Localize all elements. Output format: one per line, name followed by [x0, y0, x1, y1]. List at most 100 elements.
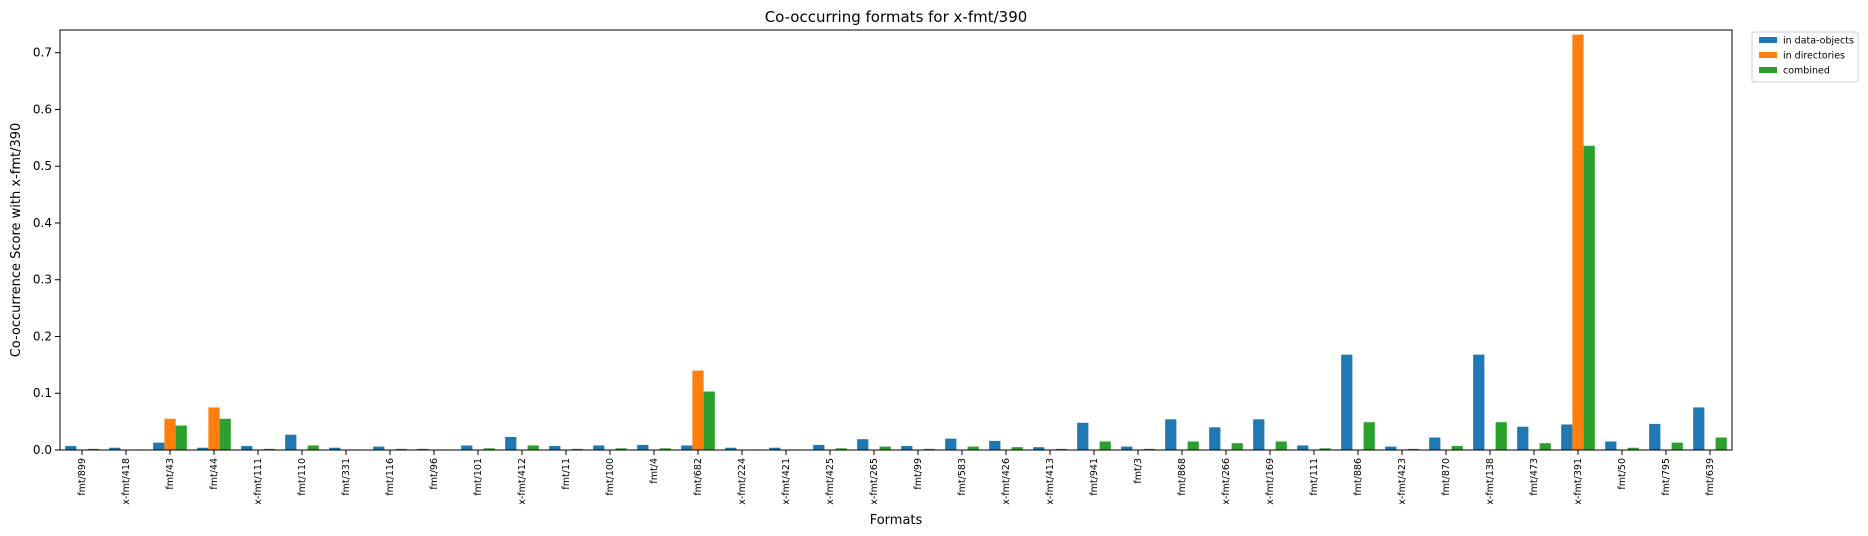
- x-tick-label: x-fmt/224: [737, 458, 748, 505]
- y-tick-label: 0.0: [33, 443, 52, 457]
- legend-label: combined: [1783, 66, 1830, 77]
- x-tick-label: fmt/795: [1661, 458, 1672, 496]
- x-tick-label: fmt/868: [1177, 458, 1188, 496]
- bar-combined: [1099, 441, 1111, 450]
- bar-combined: [1495, 422, 1507, 450]
- x-tick-label: fmt/43: [165, 458, 176, 490]
- bar-in-data-objects: [505, 436, 517, 450]
- bar-in-data-objects: [373, 446, 385, 450]
- bar-combined: [1011, 447, 1023, 450]
- x-tick-label: fmt/682: [693, 458, 704, 496]
- bar-combined: [923, 448, 935, 450]
- y-axis-label: Co-occurrence Score with x-fmt/390: [9, 123, 24, 358]
- bar-in-data-objects: [417, 448, 429, 450]
- x-tick-label: x-fmt/418: [121, 458, 132, 505]
- x-tick-label: x-fmt/425: [825, 458, 836, 505]
- bar-combined: [307, 445, 319, 450]
- y-tick-label: 0.5: [33, 159, 52, 173]
- bar-in-data-objects: [1385, 446, 1397, 450]
- x-tick-label: fmt/110: [297, 458, 308, 496]
- bar-in-data-objects: [329, 447, 341, 450]
- bar-combined: [1363, 422, 1375, 450]
- x-tick-label: fmt/639: [1705, 458, 1716, 496]
- bar-combined: [615, 448, 627, 450]
- bars-group: [65, 34, 1727, 450]
- legend-swatch: [1759, 67, 1777, 73]
- bar-in-data-objects: [857, 439, 869, 450]
- bar-in-data-objects: [197, 447, 209, 450]
- x-tick-label: fmt/583: [957, 458, 968, 496]
- y-tick-label: 0.6: [33, 102, 52, 116]
- bar-in-data-objects: [1253, 419, 1265, 450]
- legend-label: in data-objects: [1783, 36, 1854, 47]
- bar-combined: [219, 418, 231, 450]
- x-tick-label: fmt/116: [385, 458, 396, 496]
- bar-in-data-objects: [681, 445, 693, 450]
- bar-in-data-objects: [1649, 423, 1661, 450]
- y-tick-label: 0.2: [33, 329, 52, 343]
- bar-in-data-objects: [637, 444, 649, 450]
- bar-in-data-objects: [1077, 422, 1089, 450]
- bar-in-data-objects: [1341, 354, 1353, 450]
- bar-combined: [1671, 442, 1683, 450]
- x-tick-label: fmt/941: [1089, 458, 1100, 496]
- bar-combined: [483, 448, 495, 450]
- x-tick-label: fmt/886: [1353, 458, 1364, 496]
- x-tick-label: x-fmt/169: [1265, 458, 1276, 505]
- plot-frame: [59, 29, 1733, 451]
- bar-combined: [1627, 447, 1639, 450]
- bar-in-directories: [164, 418, 176, 450]
- bar-combined: [1319, 448, 1331, 450]
- bar-combined: [1539, 443, 1551, 450]
- bar-combined: [263, 448, 275, 450]
- bar-in-data-objects: [109, 447, 121, 450]
- bar-in-data-objects: [945, 438, 957, 450]
- x-tick-label: x-fmt/391: [1573, 458, 1584, 505]
- x-tick-label: x-fmt/421: [781, 458, 792, 505]
- bar-combined: [395, 448, 407, 450]
- x-tick-label: fmt/44: [209, 458, 220, 490]
- x-tick-label: fmt/96: [429, 458, 440, 490]
- bar-combined: [879, 446, 891, 450]
- bar-in-data-objects: [593, 445, 605, 450]
- bar-in-data-objects: [285, 434, 297, 450]
- y-tick-label: 0.7: [33, 46, 52, 60]
- bar-combined: [1055, 448, 1067, 450]
- x-tick-label: fmt/99: [913, 458, 924, 490]
- bar-combined: [87, 448, 99, 450]
- x-tick-label: fmt/870: [1441, 458, 1452, 496]
- x-tick-label: x-fmt/423: [1397, 458, 1408, 505]
- bar-in-data-objects: [1429, 437, 1441, 450]
- x-tick-label: fmt/331: [341, 458, 352, 496]
- bar-in-data-objects: [1033, 447, 1045, 450]
- bar-in-directories: [208, 407, 220, 450]
- legend: in data-objects in directories combined: [1751, 31, 1859, 83]
- y-tick-label: 0.4: [33, 216, 52, 230]
- x-tick-label: fmt/11: [561, 458, 572, 490]
- chart-title: Co-occurring formats for x-fmt/390: [765, 8, 1028, 26]
- bar-in-data-objects: [1473, 354, 1485, 450]
- bar-combined: [1715, 437, 1727, 450]
- bar-combined: [175, 425, 187, 450]
- x-tick-label: fmt/4: [649, 458, 660, 484]
- bar-in-data-objects: [725, 447, 737, 450]
- bar-combined: [835, 448, 847, 450]
- x-tick-label: x-fmt/413: [1045, 458, 1056, 505]
- x-tick-label: x-fmt/111: [253, 458, 264, 505]
- bar-in-data-objects: [1693, 407, 1705, 450]
- bar-in-data-objects: [1517, 426, 1529, 450]
- x-tick-label: fmt/101: [473, 458, 484, 496]
- bar-combined: [967, 446, 979, 450]
- bar-in-data-objects: [1165, 419, 1177, 450]
- x-tick-label: x-fmt/412: [517, 458, 528, 505]
- x-tick-label: x-fmt/266: [1221, 458, 1232, 505]
- bar-in-data-objects: [813, 444, 825, 450]
- bar-in-directories: [1572, 34, 1584, 450]
- y-axis: 0.0 0.1 0.2 0.3 0.4 0.5 0.6 0.7: [33, 46, 60, 457]
- x-tick-label: fmt/3: [1133, 458, 1144, 484]
- bar-in-data-objects: [65, 446, 77, 450]
- x-axis-label: Formats: [870, 513, 923, 528]
- y-tick-label: 0.1: [33, 386, 52, 400]
- x-tick-label: fmt/111: [1309, 458, 1320, 496]
- bar-combined: [1143, 448, 1155, 450]
